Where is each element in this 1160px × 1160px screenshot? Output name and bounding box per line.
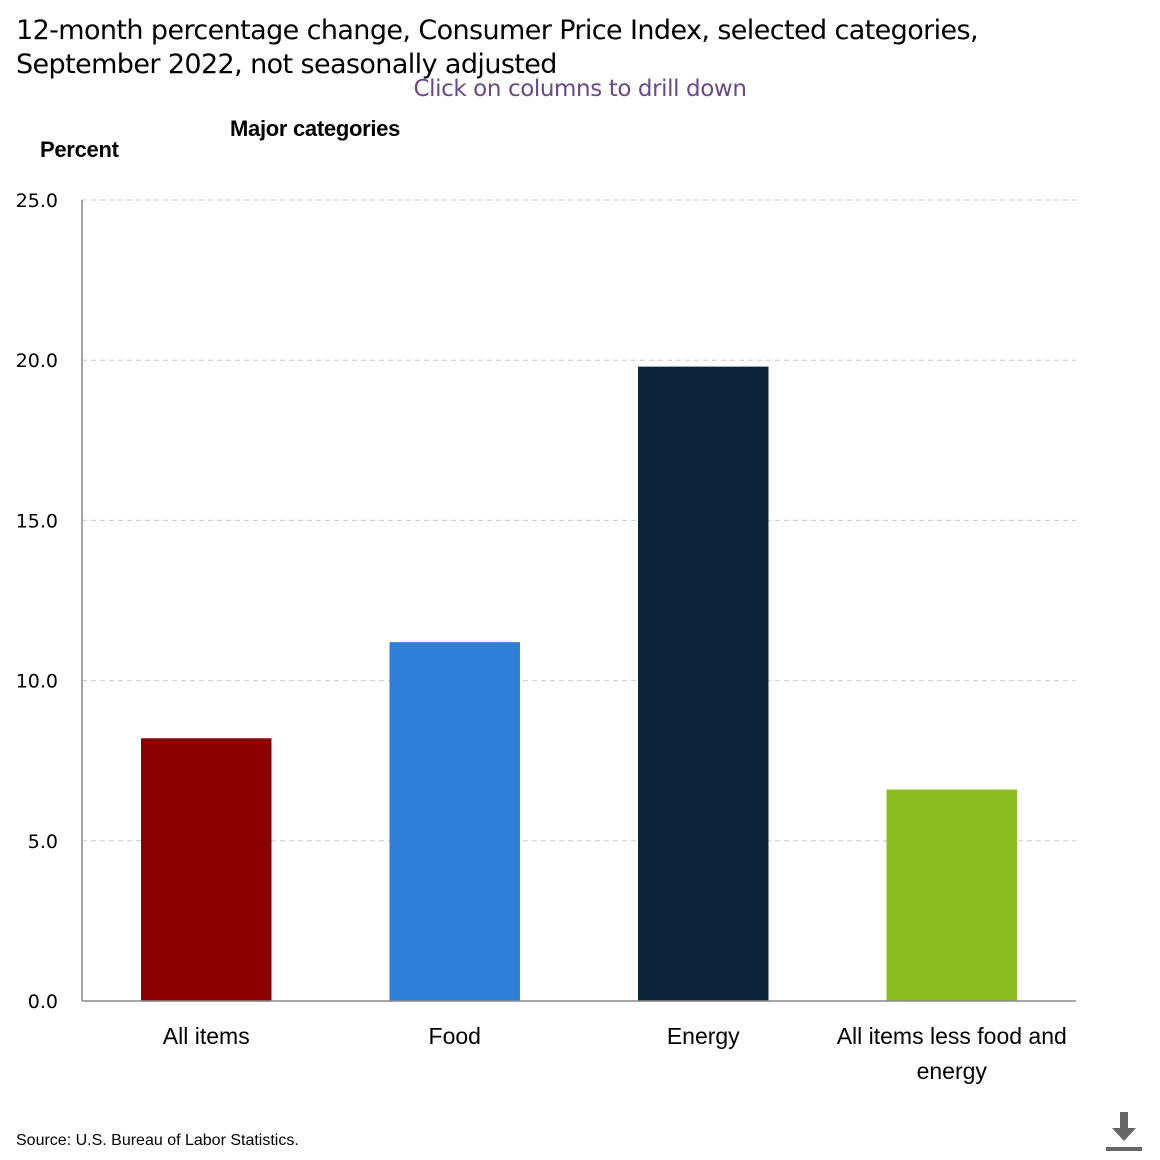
- drill-down-hint[interactable]: Click on columns to drill down: [413, 76, 747, 102]
- y-tick-label: 20.0: [16, 350, 58, 372]
- bar-all-items-less-food-and-energy[interactable]: [886, 789, 1017, 1001]
- chart-title-line-2: September 2022, not seasonally adjusted: [16, 49, 557, 80]
- y-tick-label: 10.0: [16, 671, 58, 693]
- x-tick-label-line: All items: [163, 1023, 250, 1049]
- source-note: Source: U.S. Bureau of Labor Statistics.: [16, 1132, 299, 1149]
- y-tick-label: 25.0: [16, 190, 58, 212]
- x-tick-label: Energy: [667, 1023, 740, 1049]
- x-tick-label-line: energy: [917, 1058, 988, 1084]
- chart-subtitle: Major categories: [230, 116, 401, 141]
- bar-food[interactable]: [389, 642, 520, 1001]
- y-axis-unit-label: Percent: [40, 137, 119, 162]
- x-tick-label: All items: [163, 1023, 250, 1049]
- x-tick-label: All items less food and energy: [837, 1023, 1067, 1084]
- y-tick-label: 5.0: [28, 831, 58, 853]
- download-icon[interactable]: [1104, 1110, 1144, 1154]
- y-tick-label: 0.0: [28, 991, 58, 1013]
- x-tick-label-line: Energy: [667, 1023, 740, 1049]
- y-tick-label: 15.0: [16, 510, 58, 532]
- chart-title: 12-month percentage change, Consumer Pri…: [16, 14, 1136, 82]
- bar-chart: 0.0 5.0 10.0 15.0 20.0 25.0 All items Food Energ…: [16, 190, 1076, 1084]
- bar-energy[interactable]: [638, 366, 769, 1001]
- x-tick-label-line: Food: [429, 1023, 481, 1049]
- x-tick-label: Food: [429, 1023, 481, 1049]
- chart-title-line-1: 12-month percentage change, Consumer Pri…: [16, 15, 979, 46]
- bar-all-items[interactable]: [141, 738, 272, 1001]
- x-tick-label-line: All items less food and: [837, 1023, 1067, 1049]
